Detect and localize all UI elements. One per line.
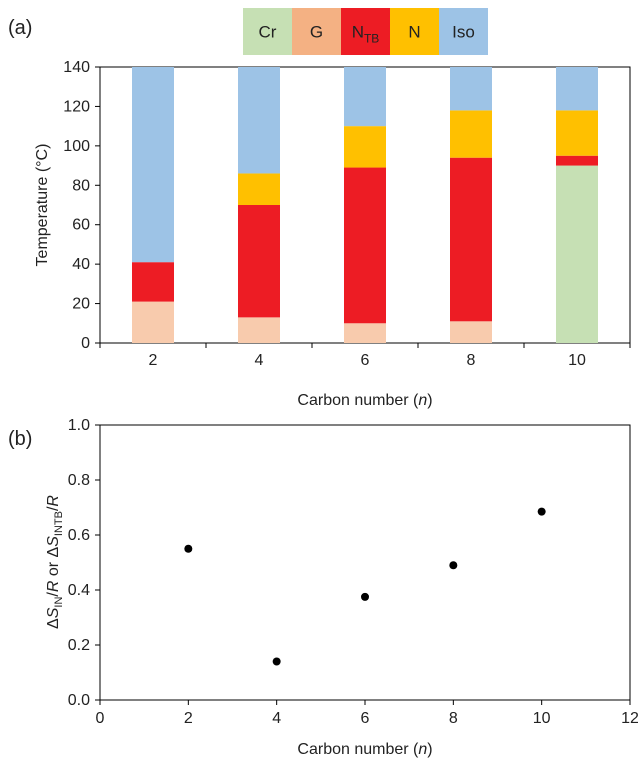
- x-tick-label-a: 2: [149, 352, 158, 369]
- bar-segment-g: [238, 317, 280, 343]
- plot-area-b: [99, 424, 631, 701]
- y-tick-label-b: 0.2: [68, 637, 90, 654]
- scatter-point: [361, 592, 369, 601]
- y-title-b-slash1: /: [45, 592, 62, 597]
- x-title-b-end: ): [427, 741, 432, 758]
- panel-b-label: (b): [8, 428, 32, 450]
- y-tick-label-a: 100: [63, 138, 90, 155]
- y-title-b-s2: S: [45, 536, 62, 547]
- y-axis-ticks-a: 0 20 40 60 80 100 120 140: [63, 59, 100, 352]
- y-title-b-r2: R: [45, 495, 62, 507]
- bar-segment-ntb: [344, 167, 386, 324]
- x-tick-label-b: 8: [449, 710, 458, 727]
- bar-segment-ntb: [132, 262, 174, 302]
- bar-segment-n: [344, 126, 386, 168]
- x-title-b-var: n: [418, 741, 427, 758]
- y-title-b-or: or: [45, 557, 62, 580]
- x-title-a-text: Carbon number (: [297, 392, 419, 409]
- y-title-b-slash2: /: [45, 506, 62, 511]
- legend-label-ntb: NTB: [352, 23, 380, 46]
- data-points: [184, 507, 546, 666]
- y-title-b-delta: Δ: [45, 618, 62, 629]
- bar-segment-n: [238, 173, 280, 205]
- x-tick-label-b: 2: [184, 710, 193, 727]
- x-tick-label-b: 0: [96, 710, 105, 727]
- x-tick-label-b: 10: [533, 710, 551, 727]
- bar-segment-n: [556, 110, 598, 156]
- legend-swatch-g: [292, 8, 341, 55]
- bar-segment-g: [344, 323, 386, 343]
- scatter-point: [272, 657, 281, 666]
- scatter-point: [184, 544, 193, 553]
- y-tick-label-a: 0: [81, 335, 90, 352]
- x-tick-label-a: 8: [467, 352, 476, 369]
- y-tick-label-a: 120: [63, 98, 90, 115]
- y-tick-label-b: 0.4: [68, 582, 90, 599]
- x-axis-title-a: Carbon number (n): [297, 392, 432, 409]
- bar-segment-g: [450, 321, 492, 343]
- x-axis-title-b: Carbon number (n): [297, 741, 432, 758]
- panel-b-scatter-chart: (b) 0.00.20.40.60.81.00 2 4 6 8 10 12 ΔSIN/R o…: [8, 417, 638, 758]
- panel-a-bar-chart: (a) Cr G NTB N Iso 0 20 40 60 80 100 120 140 2 4 6 8 10…: [8, 8, 631, 409]
- bar-segment-iso: [450, 67, 492, 111]
- bar-segment-iso: [344, 67, 386, 127]
- y-title-b-s1: S: [45, 607, 62, 618]
- y-title-b-sub1: IN: [53, 597, 65, 608]
- x-tick-label-a: 10: [568, 352, 586, 369]
- bar-segment-iso: [132, 67, 174, 263]
- y-tick-label-b: 1.0: [68, 417, 90, 434]
- y-tick-label-a: 20: [72, 296, 90, 313]
- bar-segment-ntb: [450, 157, 492, 322]
- y-title-b-sub2: INTB: [53, 511, 65, 536]
- bar-segment-cr: [556, 165, 598, 343]
- legend: Cr G NTB N Iso: [243, 8, 488, 55]
- bar-segment-n: [450, 110, 492, 158]
- legend-label-iso: Iso: [452, 23, 475, 42]
- legend-swatch-iso: [439, 8, 488, 55]
- legend-label-g: G: [310, 23, 323, 42]
- bar-segment-iso: [238, 67, 280, 174]
- y-tick-label-b: 0.6: [68, 527, 90, 544]
- x-tick-label-b: 6: [361, 710, 370, 727]
- y-axis-title-a: Temperature (°C): [34, 144, 51, 267]
- y-tick-label-a: 60: [72, 217, 90, 234]
- x-axis-ticks-a: 2 4 6 8 10: [99, 343, 631, 369]
- y-tick-label-b: 0.0: [68, 692, 90, 709]
- bars: [132, 67, 598, 343]
- y-tick-label-a: 80: [72, 177, 90, 194]
- legend-swatch-n: [390, 8, 439, 55]
- legend-swatch-ntb: [341, 8, 390, 55]
- x-title-a-var: n: [418, 392, 427, 409]
- y-tick-label-b: 0.8: [68, 472, 90, 489]
- bar-segment-ntb: [238, 205, 280, 318]
- x-title-b-text: Carbon number (: [297, 741, 419, 758]
- x-tick-label-b: 12: [621, 710, 638, 727]
- y-axis-title-b: ΔSIN/R or ΔSINTB/R: [45, 495, 65, 629]
- bar-segment-ntb: [556, 155, 598, 166]
- y-title-b-r1: R: [45, 580, 62, 592]
- y-tick-label-a: 140: [63, 59, 90, 76]
- legend-swatch-cr: [243, 8, 292, 55]
- panel-a-label: (a): [8, 17, 32, 39]
- x-tick-label-b: 4: [272, 710, 281, 727]
- axis-ticks-b: 0.0 0.2 0.4 0.6 0.8 1.0 0 2 4 6 8 10 12: [68, 417, 638, 727]
- bar-segment-iso: [556, 67, 598, 111]
- legend-label-n: N: [408, 23, 420, 42]
- x-tick-label-a: 6: [361, 352, 370, 369]
- bar-segment-g: [132, 301, 174, 343]
- x-title-a-end: ): [427, 392, 432, 409]
- scatter-point: [449, 561, 458, 570]
- y-title-b-delta2: Δ: [45, 546, 62, 557]
- x-tick-label-a: 4: [255, 352, 264, 369]
- scatter-point: [537, 507, 546, 516]
- y-tick-label-a: 40: [72, 256, 90, 273]
- legend-label-cr: Cr: [259, 23, 277, 42]
